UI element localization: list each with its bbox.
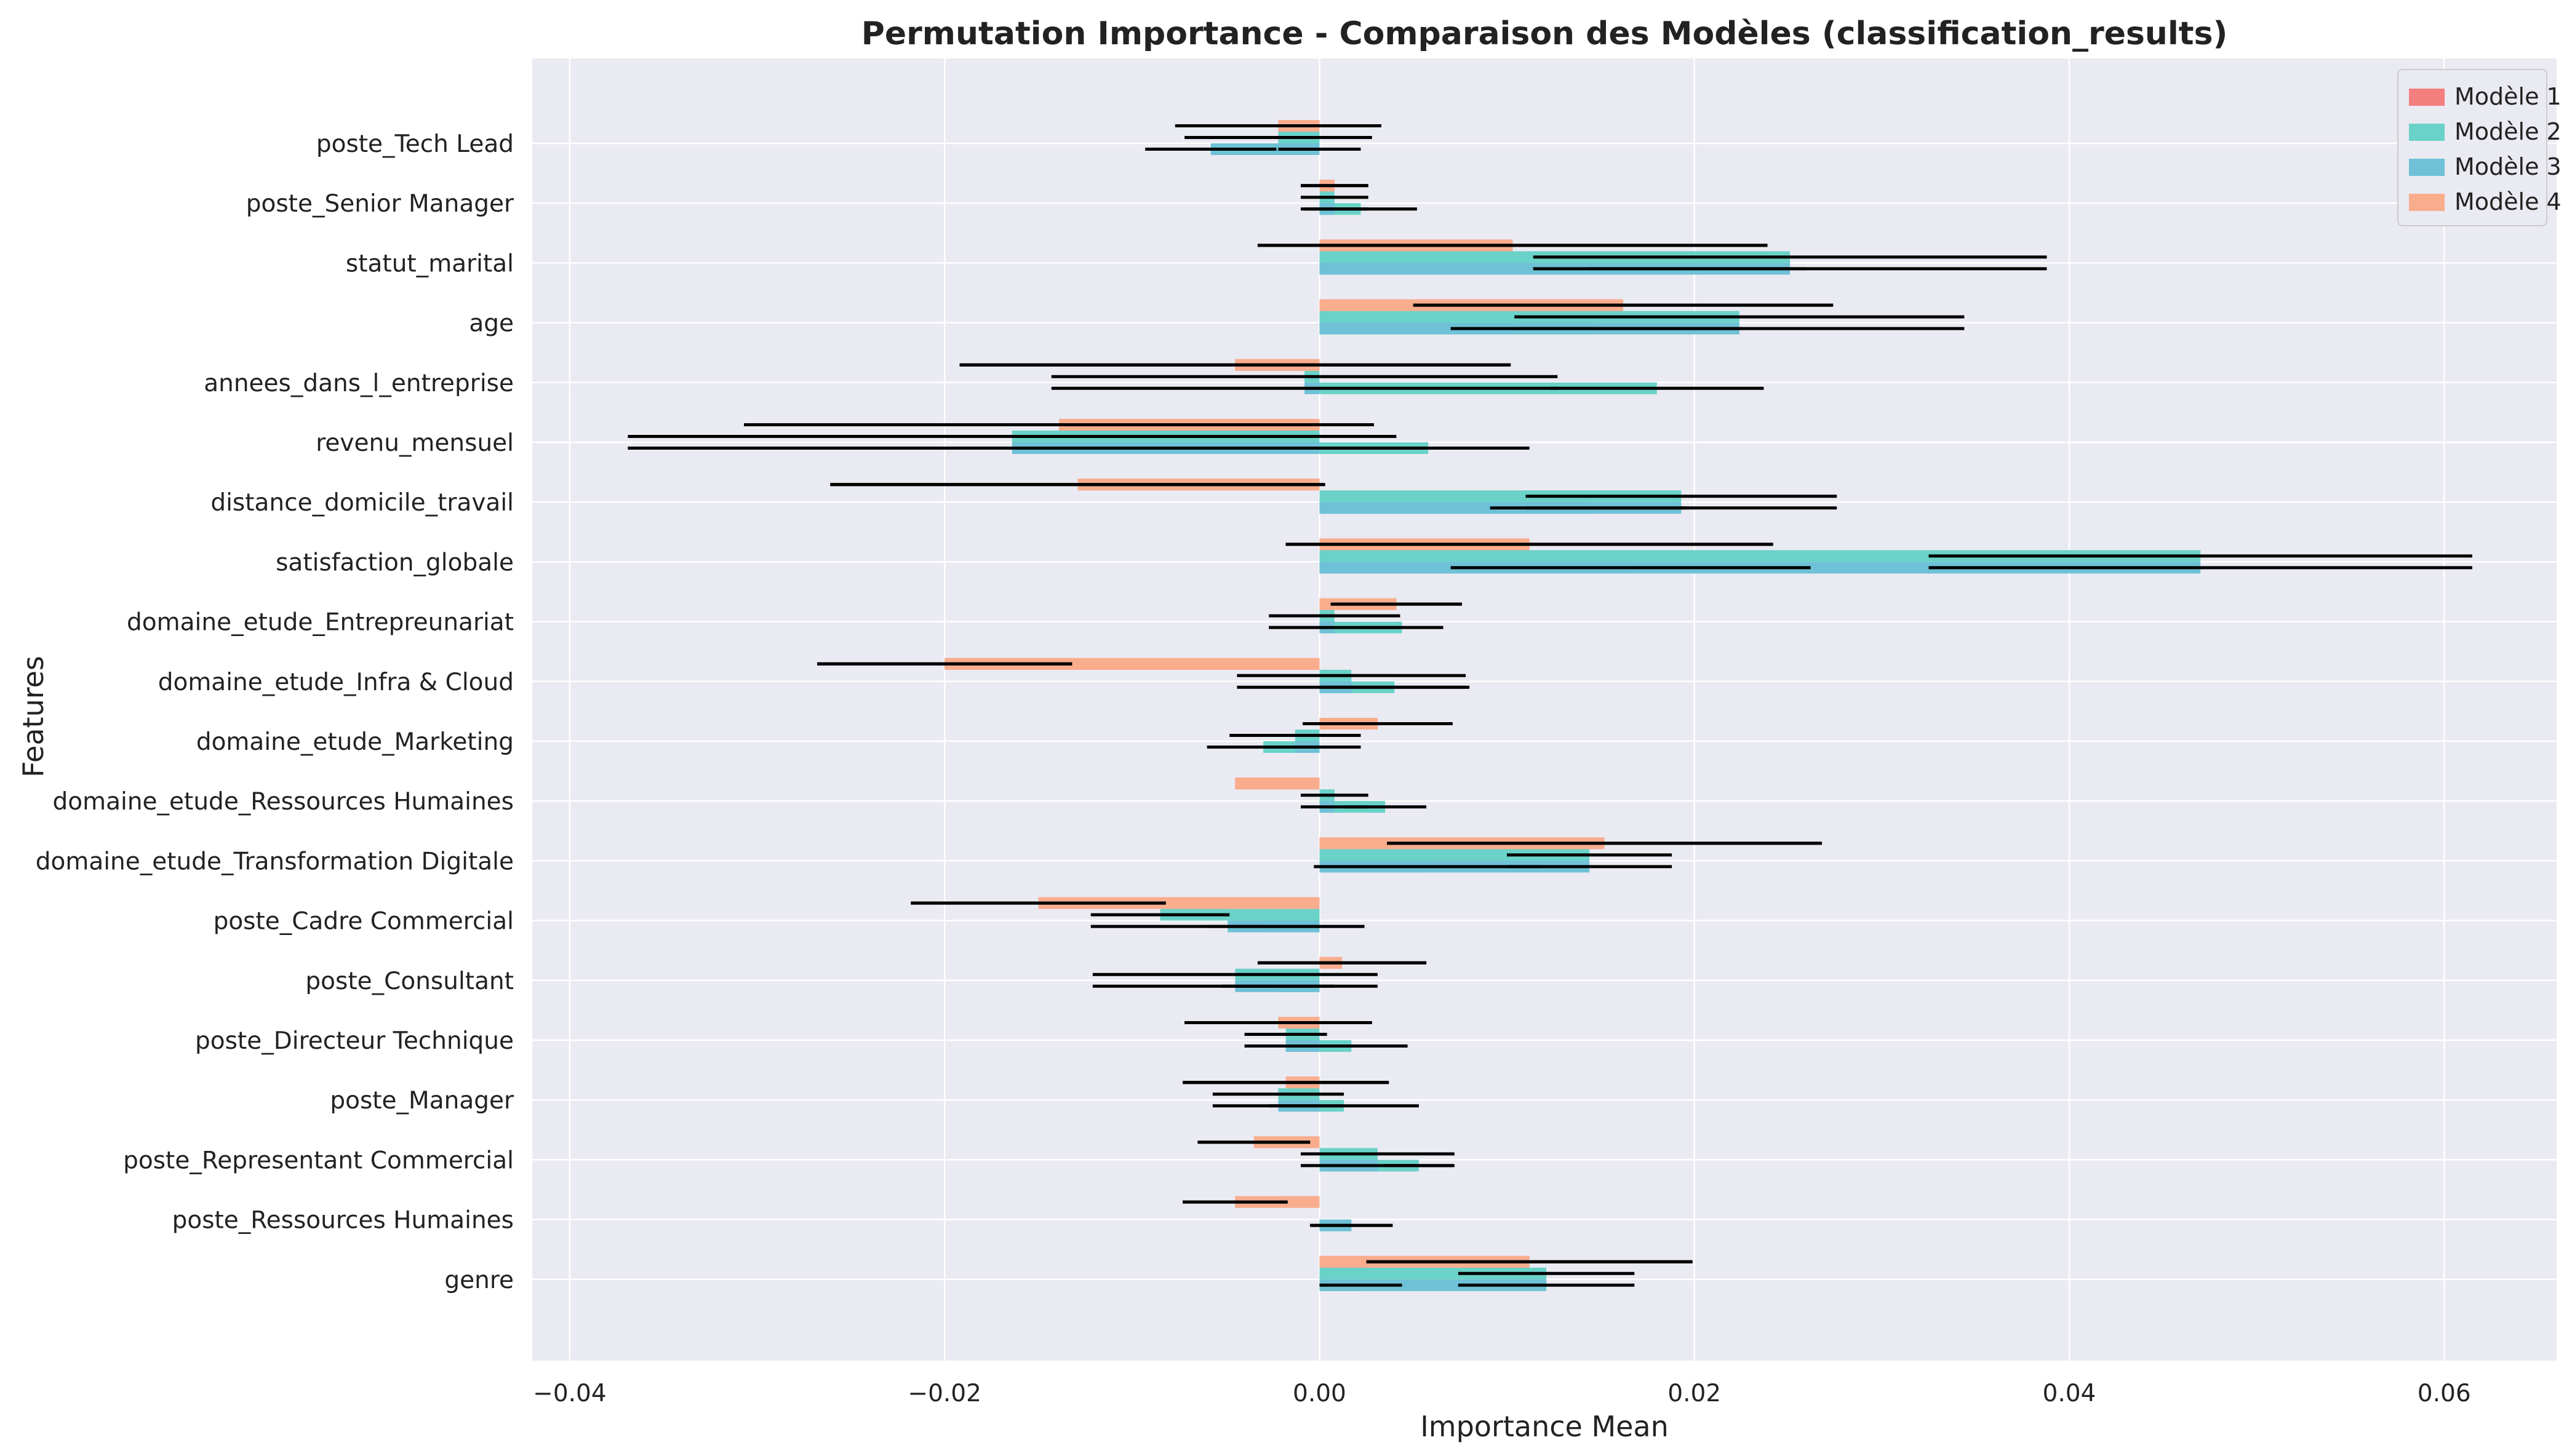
bar bbox=[1319, 550, 2201, 562]
legend: Modèle 1 Modèle 2 Modèle 3 Modèle 4 bbox=[2397, 69, 2562, 226]
x-tick-label: 0.06 bbox=[2418, 1380, 2471, 1407]
legend-label: Modèle 3 bbox=[2454, 153, 2562, 180]
legend-label: Modèle 2 bbox=[2454, 118, 2562, 145]
x-tick-label: −0.04 bbox=[533, 1380, 607, 1407]
x-tick-label: 0.00 bbox=[1293, 1380, 1346, 1407]
y-tick-label: domaine_etude_Entrepreunariat bbox=[127, 609, 514, 637]
legend-frame bbox=[2397, 69, 2547, 226]
bars bbox=[945, 120, 2201, 1291]
bar bbox=[945, 658, 1320, 670]
bar bbox=[1038, 897, 1320, 909]
x-tick-label: −0.02 bbox=[908, 1380, 981, 1407]
bar bbox=[1319, 1279, 1547, 1291]
chart-title: Permutation Importance - Comparaison des… bbox=[861, 15, 2227, 52]
y-tick-label: poste_Manager bbox=[330, 1087, 514, 1115]
bar bbox=[1319, 1267, 1547, 1279]
y-tick-label: genre bbox=[444, 1267, 514, 1294]
bar bbox=[1235, 778, 1320, 790]
plot-area bbox=[532, 58, 2557, 1361]
legend-swatch bbox=[2409, 159, 2445, 176]
y-tick-label: poste_Directeur Technique bbox=[195, 1027, 514, 1055]
y-tick-label: statut_marital bbox=[346, 250, 514, 277]
legend-swatch bbox=[2409, 89, 2445, 106]
y-tick-label: distance_domicile_travail bbox=[210, 489, 514, 517]
y-tick-label: domaine_etude_Ressources Humaines bbox=[53, 788, 514, 816]
y-tick-label: poste_Cadre Commercial bbox=[214, 908, 514, 936]
y-tick-label: poste_Tech Lead bbox=[316, 130, 514, 158]
y-tick-label: domaine_etude_Infra & Cloud bbox=[158, 669, 514, 696]
legend-swatch bbox=[2409, 194, 2445, 211]
y-tick-label: annees_dans_l_entreprise bbox=[204, 370, 514, 397]
x-grid bbox=[569, 58, 2445, 1361]
legend-swatch bbox=[2409, 124, 2445, 141]
y-tick-label: poste_Representant Commercial bbox=[123, 1147, 514, 1174]
y-tick-label: poste_Senior Manager bbox=[246, 190, 514, 218]
y-tick-label: satisfaction_globale bbox=[276, 549, 514, 576]
legend-label: Modèle 1 bbox=[2454, 83, 2562, 110]
y-tick-label: revenu_mensuel bbox=[316, 429, 514, 457]
x-tick-label: 0.02 bbox=[1667, 1380, 1721, 1407]
y-tick-label: domaine_etude_Marketing bbox=[196, 728, 514, 756]
y-tick-label: poste_Ressources Humaines bbox=[172, 1207, 514, 1235]
bar bbox=[1319, 849, 1590, 861]
bar bbox=[1319, 490, 1682, 503]
legend-label: Modèle 4 bbox=[2454, 188, 2562, 215]
x-tick-labels: −0.04 −0.02 0.00 0.02 0.04 0.06 bbox=[533, 1380, 2470, 1407]
y-tick-label: poste_Consultant bbox=[305, 968, 514, 995]
error-bars bbox=[628, 124, 2472, 1287]
y-tick-label: domaine_etude_Transformation Digitale bbox=[36, 848, 514, 875]
x-axis-label: Importance Mean bbox=[1420, 1410, 1669, 1443]
y-tick-label: age bbox=[469, 310, 514, 338]
y-axis-label: Features bbox=[17, 656, 50, 778]
bar bbox=[1160, 909, 1320, 921]
x-tick-label: 0.04 bbox=[2043, 1380, 2096, 1407]
y-tick-labels: poste_Tech Lead poste_Senior Manager statu… bbox=[36, 130, 514, 1294]
